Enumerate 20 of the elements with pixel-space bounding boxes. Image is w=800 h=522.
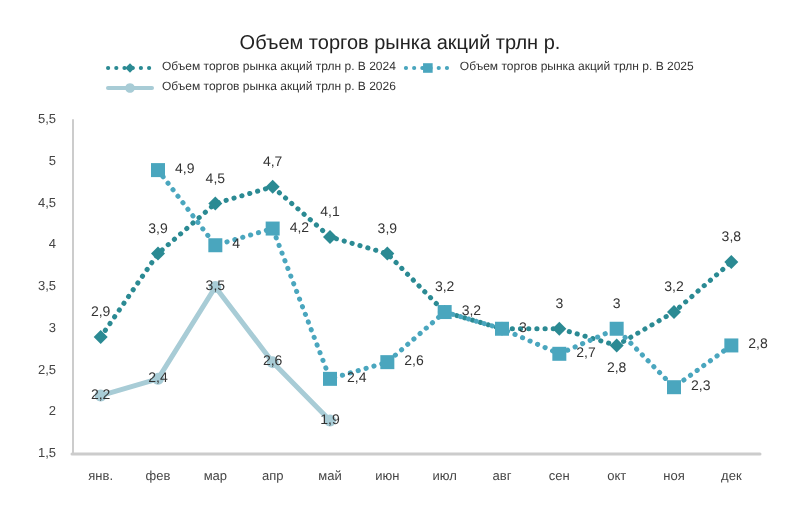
- point: [609, 321, 624, 336]
- point: [552, 346, 567, 361]
- point: [323, 229, 337, 244]
- point: [323, 371, 337, 386]
- point: [208, 238, 223, 253]
- point: [724, 338, 739, 353]
- point: [265, 221, 280, 236]
- point: [151, 163, 165, 178]
- point: [667, 380, 681, 395]
- point: [93, 330, 108, 345]
- point: [151, 246, 165, 261]
- point: [724, 254, 739, 269]
- point: [609, 338, 624, 353]
- point: [552, 321, 567, 336]
- point: [380, 355, 395, 370]
- point: [265, 179, 280, 194]
- point: [380, 246, 395, 261]
- point: [667, 305, 681, 320]
- point: [208, 196, 223, 211]
- chart-title: Объем торгов рынка акций трлн р.: [239, 33, 561, 55]
